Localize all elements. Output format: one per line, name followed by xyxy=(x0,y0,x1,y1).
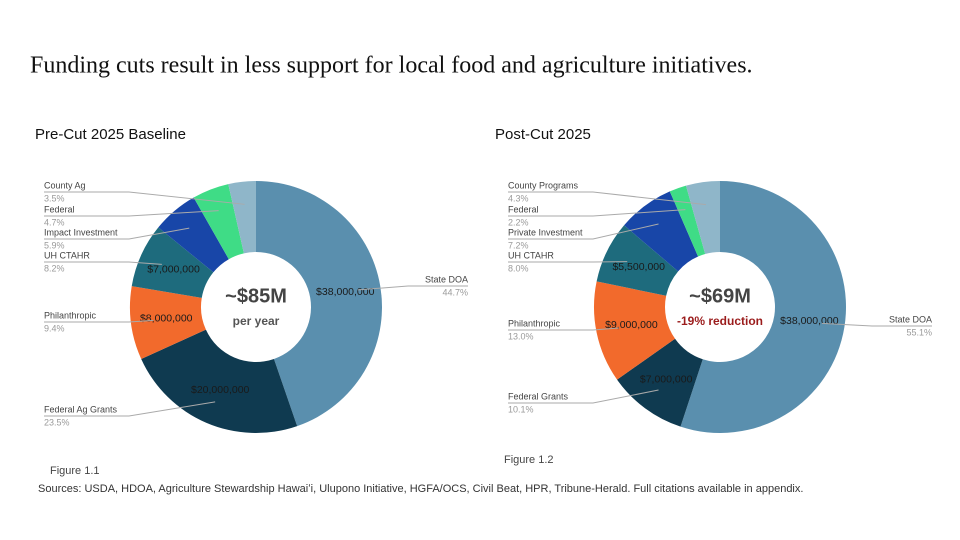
legend-label: Federal xyxy=(508,204,539,214)
leader-line xyxy=(44,261,162,265)
slice-value-label: $38,000,000 xyxy=(780,315,839,327)
donut-slice xyxy=(596,225,679,296)
slide-title: Funding cuts result in less support for … xyxy=(30,53,753,79)
leader-line xyxy=(357,285,468,291)
donut-slice xyxy=(624,191,699,272)
legend-label: UH CTAHR xyxy=(44,250,90,260)
legend-label: State DOA xyxy=(889,314,932,324)
slice-value-label: $7,000,000 xyxy=(147,263,200,275)
legend-label: Federal xyxy=(44,204,75,214)
donut-slice xyxy=(594,281,676,380)
slice-value-label: $7,000,000 xyxy=(640,374,693,386)
center-sublabel: per year xyxy=(233,314,280,328)
donut-slice xyxy=(686,181,720,255)
slice-value-label: $9,000,000 xyxy=(605,319,658,331)
chart-title: Pre-Cut 2025 Baseline xyxy=(35,126,186,143)
leader-line xyxy=(508,209,686,217)
slice-value-label: $5,500,000 xyxy=(612,261,665,273)
slice-value-label: $38,000,000 xyxy=(316,286,375,298)
chart-title: Post-Cut 2025 xyxy=(495,126,591,143)
leader-line xyxy=(508,223,659,240)
donut-slice xyxy=(617,338,703,427)
legend-label: Philanthropic xyxy=(508,318,561,328)
center-label: ~$69M xyxy=(689,285,751,307)
legend-label: Private Investment xyxy=(508,227,583,237)
figure-label: Figure 1.1 xyxy=(50,465,100,477)
legend-percent: 9.4% xyxy=(44,323,65,333)
legend-label: Philanthropic xyxy=(44,310,97,320)
leader-line xyxy=(44,401,216,417)
leader-line xyxy=(508,389,659,404)
leader-line xyxy=(44,319,154,323)
donut-slice xyxy=(158,197,229,273)
donut-slice xyxy=(131,227,214,298)
leader-line xyxy=(508,327,619,331)
legend-percent: 55.1% xyxy=(906,327,932,337)
legend-percent: 7.2% xyxy=(508,240,529,250)
center-sublabel: -19% reduction xyxy=(677,314,763,328)
legend-label: County Programs xyxy=(508,180,579,190)
donut-slice xyxy=(256,181,383,427)
leader-line xyxy=(821,322,932,327)
legend-percent: 4.7% xyxy=(44,217,65,227)
legend-label: State DOA xyxy=(425,274,468,284)
center-label: ~$85M xyxy=(225,285,287,307)
sources: Sources: USDA, HDOA, Agriculture Steward… xyxy=(38,483,803,495)
leader-line xyxy=(508,191,706,206)
legend-label: Impact Investment xyxy=(44,227,118,237)
legend-percent: 8.2% xyxy=(44,263,65,273)
legend-percent: 3.5% xyxy=(44,193,65,203)
donut-slice xyxy=(680,180,847,434)
legend-percent: 4.3% xyxy=(508,193,529,203)
slice-value-label: $8,000,000 xyxy=(140,312,193,324)
legend-percent: 2.2% xyxy=(508,217,529,227)
donut-slice xyxy=(228,181,256,254)
donut-slice xyxy=(130,286,206,359)
legend-label: County Ag xyxy=(44,180,86,190)
leader-line xyxy=(44,191,245,205)
legend-percent: 13.0% xyxy=(508,331,534,341)
slice-value-label: $20,000,000 xyxy=(191,384,250,396)
legend-percent: 44.7% xyxy=(442,287,468,297)
figure-label: Figure 1.2 xyxy=(504,454,554,466)
donut-slice xyxy=(669,185,706,257)
leader-line xyxy=(44,210,219,217)
legend-percent: 5.9% xyxy=(44,240,65,250)
leader-line xyxy=(44,227,190,240)
legend-label: Federal Grants xyxy=(508,391,569,401)
legend-percent: 10.1% xyxy=(508,404,534,414)
legend-label: Federal Ag Grants xyxy=(44,404,118,414)
legend-label: UH CTAHR xyxy=(508,250,554,260)
legend-percent: 23.5% xyxy=(44,417,70,427)
legend-percent: 8.0% xyxy=(508,263,529,273)
